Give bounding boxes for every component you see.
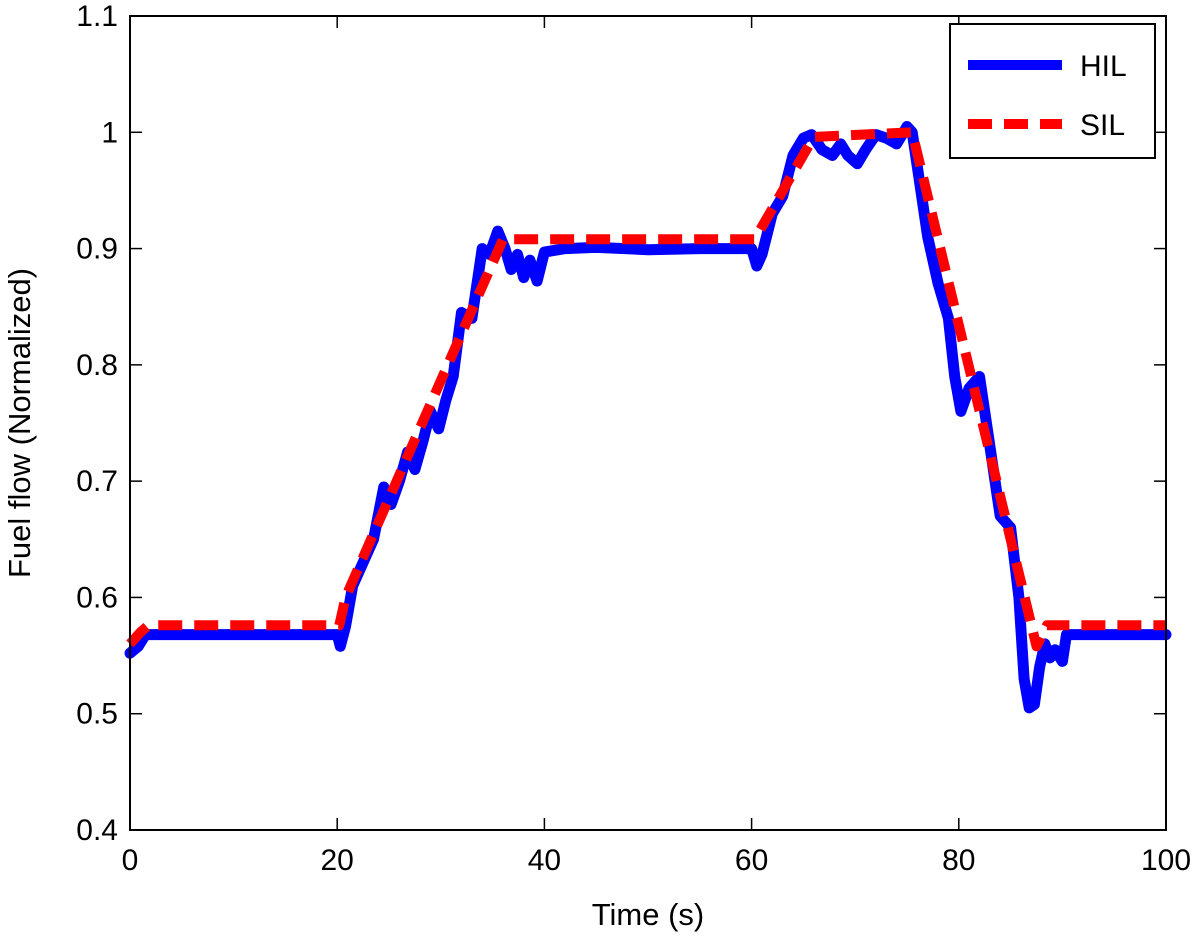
y-tick-label: 0.6	[76, 581, 118, 614]
x-tick-label: 80	[942, 844, 975, 877]
legend-label-hil: HIL	[1080, 50, 1127, 83]
data-layer	[124, 121, 1172, 714]
legend: HIL SIL	[949, 23, 1156, 159]
y-tick-label: 0.9	[76, 233, 118, 266]
y-tick-label: 0.4	[76, 814, 118, 847]
legend-box	[949, 23, 1156, 159]
x-tick-label: 0	[122, 844, 139, 877]
x-tick-label: 40	[528, 844, 561, 877]
x-axis-title: Time (s)	[592, 897, 705, 932]
plot-frame	[129, 15, 1167, 831]
x-tick-label: 60	[735, 844, 768, 877]
y-tick-label: 0.5	[76, 698, 118, 731]
x-tick-label: 20	[321, 844, 354, 877]
x-tick-label: 100	[1141, 844, 1191, 877]
legend-label-sil: SIL	[1080, 109, 1125, 142]
y-axis-title: Fuel flow (Normalized)	[2, 268, 37, 578]
y-tick-label: 1	[101, 116, 118, 149]
y-tick-label: 0.8	[76, 349, 118, 382]
ticks-layer: 0 20 40 60 80 100 0.4 0.5 0.6 0.7 0.8 0.9 1 1.1	[76, 0, 1191, 877]
series-line-sil	[126, 127, 1166, 652]
y-tick-label: 1.1	[76, 0, 118, 33]
y-tick-label: 0.7	[76, 465, 118, 498]
